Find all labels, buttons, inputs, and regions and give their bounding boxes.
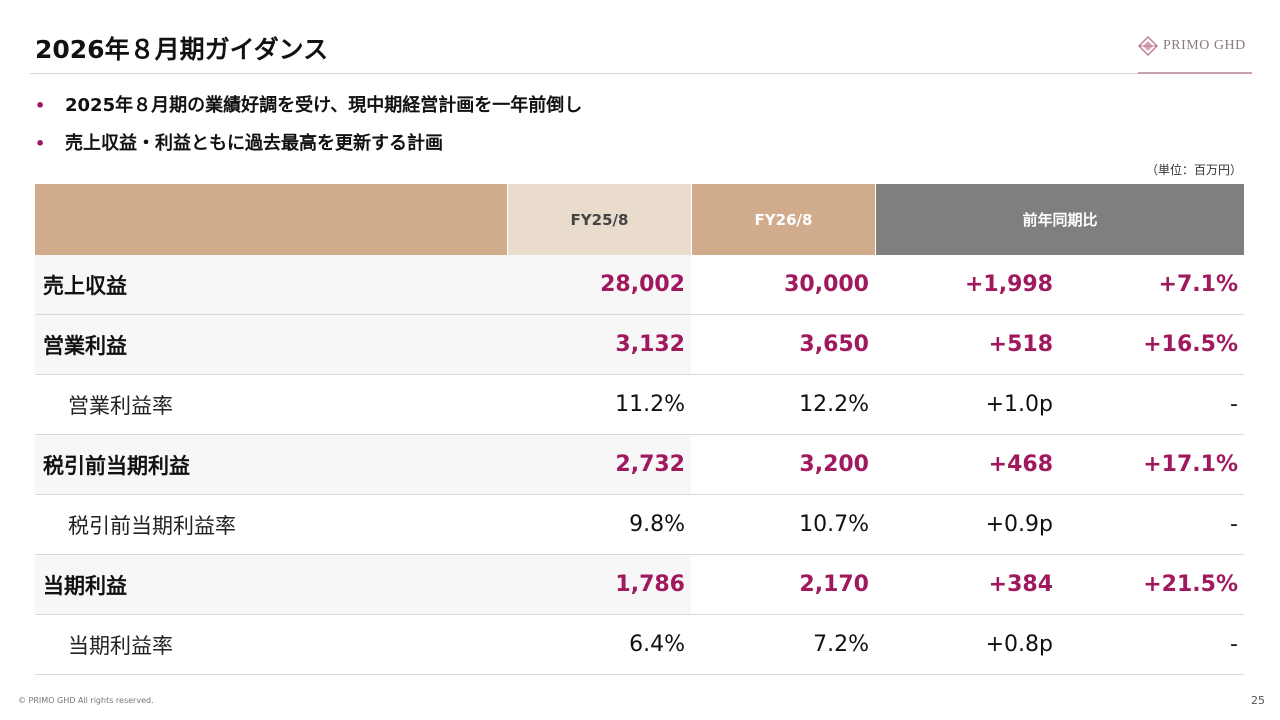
fy25-value: 11.2% [507, 375, 691, 434]
row-label: 当期利益 [35, 555, 507, 614]
fy25-value: 6.4% [507, 615, 691, 674]
bullet-icon: • [35, 134, 46, 153]
fy26-value: 10.7% [691, 495, 875, 554]
fy25-value: 1,786 [507, 555, 691, 614]
yoy-pct-value: +21.5% [1059, 555, 1244, 614]
bullet-list: • 2025年８月期の業績好調を受け、現中期経営計画を一年前倒し • 売上収益・利益… [35, 96, 582, 172]
fy25-value: 9.8% [507, 495, 691, 554]
bullet-text: 売上収益・利益ともに過去最高を更新する計画 [65, 133, 443, 154]
page-number: 25 [1251, 694, 1265, 707]
yoy-diff-value: +1,998 [875, 255, 1059, 314]
yoy-pct-value: +16.5% [1059, 315, 1244, 374]
yoy-diff-value: +518 [875, 315, 1059, 374]
header-yoy: 前年同期比 [875, 184, 1244, 255]
fy26-value: 2,170 [691, 555, 875, 614]
header-blank-cell [35, 184, 507, 255]
yoy-diff-value: +1.0p [875, 375, 1059, 434]
table-row: 売上収益 28,002 30,000 +1,998 +7.1% [35, 255, 1244, 315]
yoy-pct-value: - [1059, 615, 1244, 674]
row-label: 営業利益率 [35, 375, 507, 434]
bullet-text: 2025年８月期の業績好調を受け、現中期経営計画を一年前倒し [65, 95, 583, 116]
fy25-value: 28,002 [507, 255, 691, 314]
page-title: 2026年８月期ガイダンス [35, 35, 329, 64]
row-label: 当期利益率 [35, 615, 507, 674]
fy26-value: 30,000 [691, 255, 875, 314]
bullet-item: • 2025年８月期の業績好調を受け、現中期経営計画を一年前倒し [35, 96, 582, 116]
yoy-pct-value: - [1059, 375, 1244, 434]
row-label: 売上収益 [35, 255, 507, 314]
table-row: 当期利益 1,786 2,170 +384 +21.5% [35, 555, 1244, 615]
yoy-diff-value: +384 [875, 555, 1059, 614]
fy26-value: 3,650 [691, 315, 875, 374]
fy25-value: 3,132 [507, 315, 691, 374]
header-fy26: FY26/8 [691, 184, 875, 255]
fy26-value: 12.2% [691, 375, 875, 434]
fy26-value: 3,200 [691, 435, 875, 494]
fy26-value: 7.2% [691, 615, 875, 674]
yoy-pct-value: +17.1% [1059, 435, 1244, 494]
company-logo: PRIMO GHD [1138, 36, 1246, 56]
header-fy25: FY25/8 [507, 184, 691, 255]
yoy-diff-value: +0.8p [875, 615, 1059, 674]
diamond-logo-icon [1138, 36, 1158, 56]
logo-underline [1138, 72, 1252, 74]
yoy-diff-value: +468 [875, 435, 1059, 494]
bullet-icon: • [35, 96, 46, 115]
table-header-row: FY25/8 FY26/8 前年同期比 [35, 184, 1244, 255]
table-row: 税引前当期利益率 9.8% 10.7% +0.9p - [35, 495, 1244, 555]
table-row: 税引前当期利益 2,732 3,200 +468 +17.1% [35, 435, 1244, 495]
yoy-pct-value: - [1059, 495, 1244, 554]
fy25-value: 2,732 [507, 435, 691, 494]
yoy-pct-value: +7.1% [1059, 255, 1244, 314]
table-row: 営業利益 3,132 3,650 +518 +16.5% [35, 315, 1244, 375]
copyright-text: © PRIMO GHD All rights reserved. [18, 696, 154, 705]
logo-text: PRIMO GHD [1163, 38, 1246, 53]
row-label: 営業利益 [35, 315, 507, 374]
yoy-diff-value: +0.9p [875, 495, 1059, 554]
guidance-table: FY25/8 FY26/8 前年同期比 売上収益 28,002 30,000 +… [35, 184, 1244, 675]
table-row: 営業利益率 11.2% 12.2% +1.0p - [35, 375, 1244, 435]
unit-note: （単位：百万円） [1145, 163, 1242, 177]
bullet-item: • 売上収益・利益ともに過去最高を更新する計画 [35, 134, 582, 154]
row-label: 税引前当期利益率 [35, 495, 507, 554]
row-label: 税引前当期利益 [35, 435, 507, 494]
title-divider [30, 73, 1252, 74]
table-row: 当期利益率 6.4% 7.2% +0.8p - [35, 615, 1244, 675]
